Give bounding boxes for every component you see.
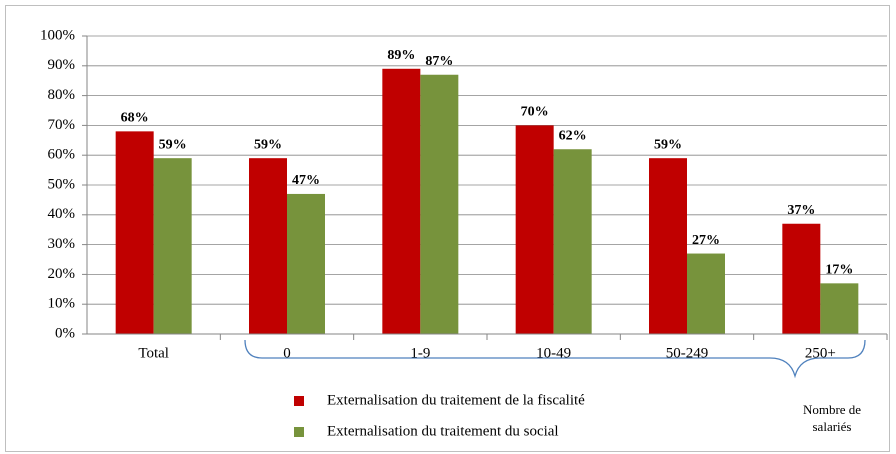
- x-tick-label: 10-49: [536, 345, 571, 361]
- bar: [649, 158, 687, 334]
- bar: [782, 223, 821, 334]
- value-label: 59%: [159, 137, 187, 152]
- y-tick-label: 20%: [48, 266, 76, 282]
- value-label: 59%: [654, 137, 682, 152]
- legend-swatch: [294, 396, 304, 406]
- bar: [115, 131, 154, 334]
- bar: [820, 283, 859, 334]
- bar: [153, 158, 192, 334]
- x-tick-label: Total: [138, 345, 169, 361]
- legend-swatch: [294, 427, 304, 437]
- value-label: 27%: [692, 233, 720, 248]
- x-tick-label: 1-9: [410, 345, 430, 361]
- value-label: 62%: [559, 128, 587, 143]
- value-label: 17%: [825, 263, 853, 278]
- bar: [515, 125, 554, 335]
- brace: [244, 339, 866, 379]
- annotation: salariés: [813, 419, 852, 434]
- x-tick-label: 0: [283, 345, 291, 361]
- value-label: 70%: [521, 105, 549, 120]
- bar: [249, 158, 287, 334]
- x-tick-label: 50-249: [666, 345, 709, 361]
- y-tick-label: 100%: [40, 27, 75, 43]
- y-tick-label: 40%: [48, 206, 76, 222]
- y-tick-label: 10%: [48, 296, 76, 312]
- bar: [287, 193, 325, 334]
- y-tick-label: 30%: [48, 236, 76, 252]
- bar: [382, 68, 421, 334]
- chart-border: [5, 5, 890, 452]
- value-label: 87%: [425, 54, 453, 69]
- bar: [420, 74, 459, 335]
- y-tick-label: 60%: [48, 147, 76, 163]
- annotation: Nombre de: [803, 402, 861, 417]
- legend-label: Externalisation du traitement de la fisc…: [327, 392, 585, 408]
- value-label: 37%: [787, 203, 815, 218]
- y-tick-label: 0%: [55, 325, 75, 341]
- y-tick-label: 80%: [48, 87, 76, 103]
- value-label: 89%: [387, 48, 415, 63]
- x-tick-label: 250+: [805, 345, 836, 361]
- legend-label: Externalisation du traitement du social: [327, 423, 559, 439]
- value-label: 68%: [121, 111, 149, 126]
- value-label: 59%: [254, 137, 282, 152]
- bar: [553, 149, 592, 334]
- bar: [687, 253, 725, 334]
- y-tick-label: 50%: [48, 176, 76, 192]
- value-label: 47%: [292, 173, 320, 188]
- y-tick-label: 70%: [48, 117, 76, 133]
- y-tick-label: 90%: [48, 57, 76, 73]
